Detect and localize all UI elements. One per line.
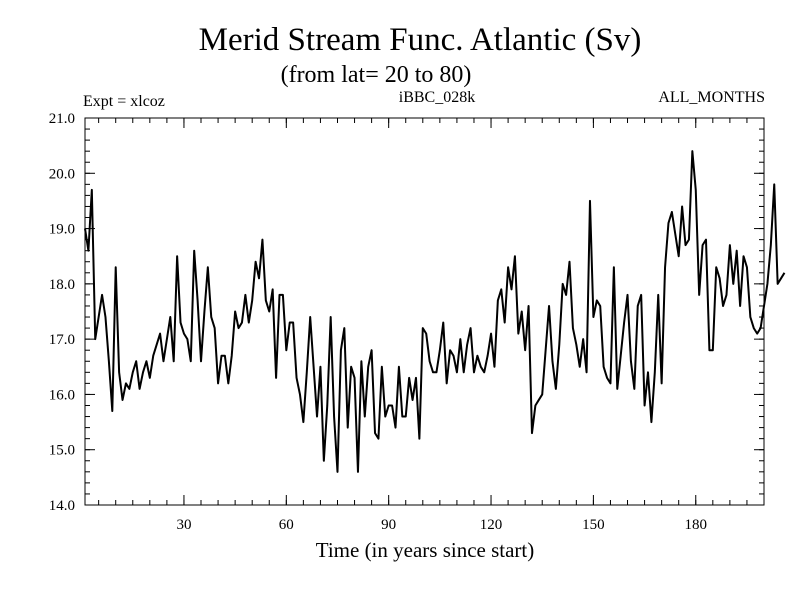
expt-label: Expt = xlcoz (83, 93, 165, 110)
x-tick-label: 90 (381, 517, 396, 533)
chart-title: Merid Stream Func. Atlantic (Sv) (199, 22, 642, 58)
x-tick-label: 60 (279, 517, 294, 533)
y-tick-label: 18.0 (49, 277, 75, 293)
y-tick-label: 20.0 (49, 166, 75, 182)
x-axis: 30 60 90 120 150 180 (176, 118, 707, 533)
x-axis-label: Time (in years since start) (316, 538, 535, 562)
plot-frame (84, 117, 765, 506)
minor-ticks (85, 117, 765, 506)
x-tick-label: 30 (176, 517, 191, 533)
x-tick-label: 120 (480, 517, 503, 533)
months-label: ALL_MONTHS (658, 89, 765, 106)
y-tick-label: 15.0 (49, 443, 75, 459)
x-tick-label: 180 (685, 517, 708, 533)
y-tick-label: 21.0 (49, 111, 75, 127)
x-tick-label: 150 (582, 517, 605, 533)
y-tick-label: 17.0 (49, 332, 75, 348)
y-tick-label: 19.0 (49, 222, 75, 238)
run-label: iBBC_028k (399, 89, 475, 106)
data-series-line (84, 150, 786, 473)
chart-subtitle: (from lat= 20 to 80) (281, 62, 472, 88)
y-axis: 14.0 15.0 16.0 17.0 18.0 19.0 20.0 21.0 (49, 111, 764, 514)
y-tick-label: 14.0 (49, 498, 75, 514)
y-tick-label: 16.0 (49, 387, 75, 403)
